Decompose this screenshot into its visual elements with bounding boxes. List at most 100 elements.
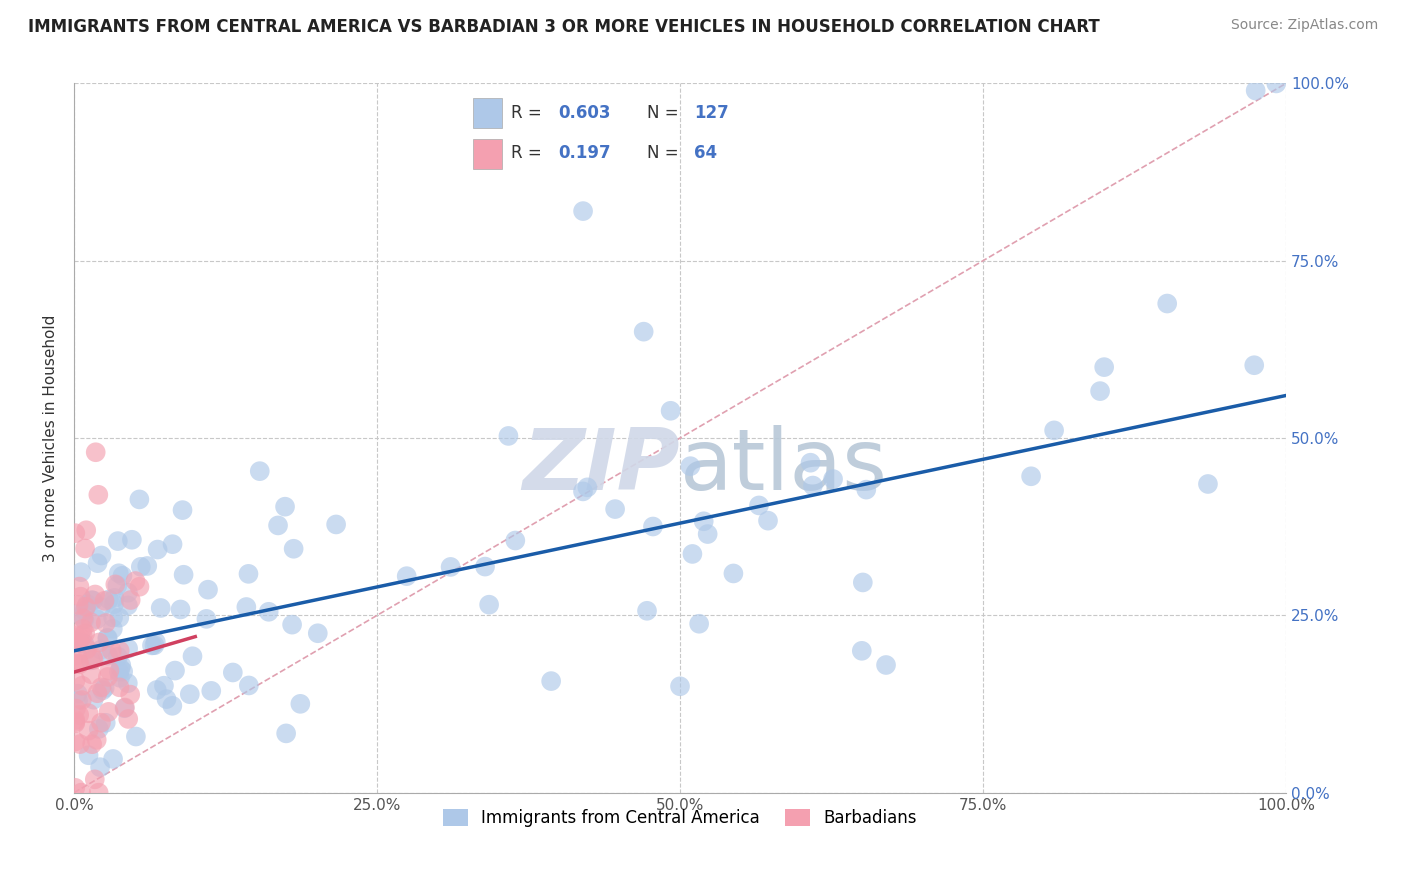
Barbadians	[87, 786, 110, 800]
Immigrants from Central America	[169, 602, 191, 616]
Text: 127: 127	[695, 104, 730, 122]
Immigrants from Central America	[89, 760, 111, 774]
Immigrants from Central America	[823, 472, 845, 486]
Barbadians	[76, 642, 98, 657]
Immigrants from Central America	[572, 204, 595, 219]
Immigrants from Central America	[1243, 358, 1265, 372]
Barbadians	[94, 615, 117, 630]
Immigrants from Central America	[70, 565, 93, 579]
Barbadians	[83, 772, 105, 787]
Immigrants from Central America	[153, 679, 176, 693]
Immigrants from Central America	[143, 638, 166, 652]
Barbadians	[69, 737, 91, 751]
Barbadians	[67, 657, 90, 672]
Legend: Immigrants from Central America, Barbadians: Immigrants from Central America, Barbadi…	[436, 803, 924, 834]
Immigrants from Central America	[125, 730, 148, 744]
Immigrants from Central America	[73, 613, 96, 627]
Barbadians	[72, 611, 94, 625]
Immigrants from Central America	[97, 592, 120, 607]
Immigrants from Central America	[855, 483, 877, 497]
Immigrants from Central America	[128, 492, 150, 507]
Immigrants from Central America	[200, 684, 222, 698]
Immigrants from Central America	[693, 514, 716, 528]
Barbadians	[80, 615, 103, 630]
Immigrants from Central America	[83, 692, 105, 706]
Barbadians	[66, 648, 89, 663]
Barbadians	[84, 445, 107, 459]
Barbadians	[120, 688, 142, 702]
Barbadians	[117, 712, 139, 726]
Barbadians	[120, 593, 142, 607]
Barbadians	[75, 626, 97, 640]
Immigrants from Central America	[82, 593, 104, 607]
Immigrants from Central America	[681, 547, 703, 561]
Immigrants from Central America	[77, 748, 100, 763]
Immigrants from Central America	[163, 664, 186, 678]
Immigrants from Central America	[799, 456, 821, 470]
Immigrants from Central America	[179, 687, 201, 701]
Barbadians	[93, 594, 115, 608]
Barbadians	[128, 580, 150, 594]
Immigrants from Central America	[576, 480, 599, 494]
Immigrants from Central America	[107, 649, 129, 664]
Immigrants from Central America	[107, 566, 129, 581]
Immigrants from Central America	[281, 617, 304, 632]
Immigrants from Central America	[101, 622, 124, 636]
Immigrants from Central America	[107, 534, 129, 549]
Immigrants from Central America	[696, 527, 718, 541]
Immigrants from Central America	[146, 542, 169, 557]
Immigrants from Central America	[67, 607, 90, 621]
Immigrants from Central America	[129, 559, 152, 574]
Immigrants from Central America	[121, 533, 143, 547]
Barbadians	[87, 635, 110, 649]
Immigrants from Central America	[91, 683, 114, 698]
Immigrants from Central America	[572, 484, 595, 499]
Barbadians	[70, 786, 93, 800]
Immigrants from Central America	[439, 560, 461, 574]
Barbadians	[97, 670, 120, 684]
Immigrants from Central America	[93, 681, 115, 695]
Immigrants from Central America	[505, 533, 527, 548]
Immigrants from Central America	[110, 658, 132, 673]
Immigrants from Central America	[641, 519, 664, 533]
Immigrants from Central America	[67, 693, 90, 707]
Immigrants from Central America	[748, 499, 770, 513]
Immigrants from Central America	[851, 644, 873, 658]
Immigrants from Central America	[636, 604, 658, 618]
Immigrants from Central America	[238, 678, 260, 692]
Immigrants from Central America	[162, 537, 184, 551]
Text: Source: ZipAtlas.com: Source: ZipAtlas.com	[1230, 18, 1378, 32]
Barbadians	[70, 679, 93, 693]
Immigrants from Central America	[111, 568, 134, 582]
Barbadians	[67, 636, 90, 650]
Immigrants from Central America	[117, 585, 139, 599]
Immigrants from Central America	[688, 616, 710, 631]
Barbadians	[75, 541, 97, 556]
Text: atlas: atlas	[681, 425, 889, 508]
Immigrants from Central America	[73, 603, 96, 617]
Immigrants from Central America	[103, 591, 125, 605]
Barbadians	[82, 650, 104, 665]
Immigrants from Central America	[1156, 296, 1178, 310]
Immigrants from Central America	[325, 517, 347, 532]
Bar	[472, 139, 502, 169]
Immigrants from Central America	[756, 514, 779, 528]
Barbadians	[65, 714, 87, 729]
Y-axis label: 3 or more Vehicles in Household: 3 or more Vehicles in Household	[44, 314, 58, 562]
Immigrants from Central America	[76, 597, 98, 611]
Immigrants from Central America	[96, 631, 118, 645]
Immigrants from Central America	[1043, 423, 1066, 437]
Barbadians	[124, 574, 146, 588]
Immigrants from Central America	[86, 612, 108, 626]
Immigrants from Central America	[307, 626, 329, 640]
Immigrants from Central America	[1265, 77, 1288, 91]
Text: N =: N =	[647, 145, 689, 162]
Immigrants from Central America	[274, 500, 297, 514]
Barbadians	[100, 644, 122, 658]
Immigrants from Central America	[290, 697, 312, 711]
Immigrants from Central America	[801, 478, 824, 492]
Immigrants from Central America	[633, 325, 655, 339]
Barbadians	[65, 701, 87, 715]
Immigrants from Central America	[80, 653, 103, 667]
Immigrants from Central America	[172, 503, 194, 517]
